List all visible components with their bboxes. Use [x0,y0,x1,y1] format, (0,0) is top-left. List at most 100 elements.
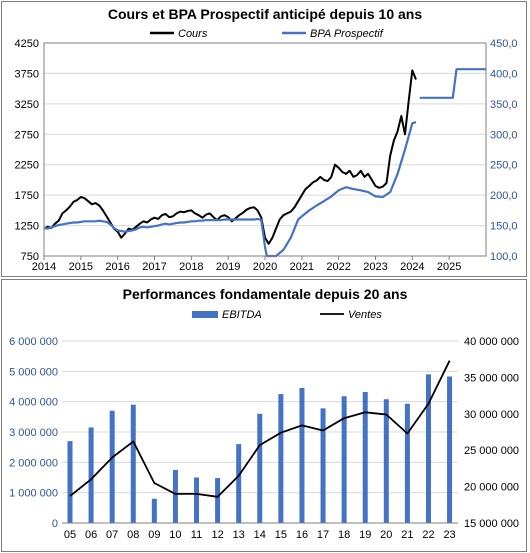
x-tick-label: 10 [169,529,181,541]
y-right-tick-label: 35 000 000 [464,372,519,384]
legend-label: BPA Prospectif [310,28,384,40]
legend-label: Ventes [348,309,382,321]
series-line-cours [43,69,417,245]
y-right-tick-label: 350,0 [490,99,518,111]
bar-ebitda [236,444,242,523]
x-tick-label: 2015 [69,261,93,273]
bar-ebitda [447,376,453,523]
x-tick-label: 2023 [363,261,387,273]
x-tick-label: 14 [254,529,266,541]
y-right-tick-label: 40 000 000 [464,336,519,348]
y-left-tick-label: 5 000 000 [9,366,58,378]
chart-title: Performances fondamentale depuis 20 ans [123,286,408,302]
x-tick-label: 09 [148,529,160,541]
legend: EBITDA Ventes [192,309,382,321]
x-tick-label: 05 [64,529,76,541]
x-tick-label: 2022 [326,261,350,273]
x-tick-label: 17 [317,529,329,541]
series-line-ventes [69,360,451,498]
y-right-tick-label: 15 000 000 [464,518,519,530]
x-tick-label: 21 [401,529,413,541]
bar-ebitda [172,469,178,523]
x-tick-label: 2016 [105,261,129,273]
y-right-tick-label: 150,0 [490,221,518,233]
fundamentals-chart: Performances fondamentale depuis 20 ans … [9,286,519,541]
y-right-tick-label: 25 000 000 [464,445,519,457]
y-left-tick-label: 4250 [15,38,39,50]
bar-ebitda [194,477,200,523]
y-right-tick-label: 30 000 000 [464,409,519,421]
y-left-tick-label: 2250 [15,160,39,172]
series-line-bpa-prospectif [43,68,486,258]
x-tick-label: 22 [422,529,434,541]
y-left-tick-label: 1 000 000 [9,488,58,500]
x-tick-label: 2025 [437,261,461,273]
x-tick-label: 15 [275,529,287,541]
legend-swatch [192,311,218,318]
y-right-tick-label: 200,0 [490,190,518,202]
bar-ebitda [404,403,410,523]
y-right-tick-label: 100,0 [490,251,518,263]
y-left-tick-label: 0 [52,518,58,530]
x-tick-label: 2017 [142,261,166,273]
y-left-tick-label: 4 000 000 [9,397,58,409]
bar-ebitda [88,427,94,523]
y-right-tick-label: 450,0 [490,38,518,50]
chart-title: Cours et BPA Prospectif anticipé depuis … [108,6,423,22]
y-left-tick-label: 1750 [15,190,39,202]
chart-panel-fundamentals: Performances fondamentale depuis 20 ans … [1,279,527,552]
x-tick-label: 08 [127,529,139,541]
x-tick-label: 23 [443,529,455,541]
chart-panel-price-eps: Cours et BPA Prospectif anticipé depuis … [1,1,527,277]
bar-ebitda [341,396,347,523]
y-left-tick-label: 2 000 000 [9,457,58,469]
x-tick-label: 2018 [179,261,203,273]
x-tick-label: 12 [211,529,223,541]
bar-ebitda [109,410,115,523]
y-right-tick-label: 300,0 [490,129,518,141]
bar-ebitda [257,413,263,523]
y-right-tick-label: 20 000 000 [464,482,519,494]
legend: Cours BPA Prospectif [150,28,384,40]
x-tick-label: 2014 [32,261,56,273]
legend-label: Cours [178,28,208,40]
bar-ebitda [299,388,305,523]
price-eps-chart: Cours et BPA Prospectif anticipé depuis … [15,6,518,273]
y-right-tick-label: 400,0 [490,68,518,80]
y-left-tick-label: 750 [21,251,39,263]
x-tick-label: 20 [380,529,392,541]
x-tick-label: 16 [296,529,308,541]
plot-frame [43,42,487,257]
x-tick-label: 07 [106,529,118,541]
y-left-tick-label: 2750 [15,129,39,141]
x-tick-label: 2021 [290,261,314,273]
bar-ebitda [67,441,73,523]
x-tick-label: 06 [85,529,97,541]
y-left-tick-label: 3250 [15,99,39,111]
bar-ebitda [130,404,136,523]
x-tick-label: 2019 [216,261,240,273]
bar-ebitda [278,394,284,523]
legend-label: EBITDA [222,309,262,321]
x-tick-label: 13 [233,529,245,541]
bar-ebitda [383,399,389,523]
x-tick-label: 19 [359,529,371,541]
x-tick-label: 2020 [253,261,277,273]
y-left-tick-label: 3 000 000 [9,427,58,439]
y-left-tick-label: 6 000 000 [9,336,58,348]
bar-ebitda [425,374,431,523]
axes: 6 000 000 5 000 000 4 000 000 3 000 000 2 00… [9,336,519,541]
bar-ebitda [362,391,368,523]
y-left-tick-label: 3750 [15,68,39,80]
x-tick-label: 18 [338,529,350,541]
x-tick-label: 2024 [400,261,424,273]
bar-ebitda [151,498,157,523]
series-layer [43,68,486,258]
bar-ebitda [215,478,221,523]
y-right-tick-label: 250,0 [490,160,518,172]
bar-ebitda [320,408,326,523]
series-layer [67,360,453,523]
x-tick-label: 11 [191,529,202,541]
y-left-tick-label: 1250 [15,221,39,233]
axes: 4250 3750 3250 2750 2250 1750 1250 750 450,0 400,… [15,38,518,273]
